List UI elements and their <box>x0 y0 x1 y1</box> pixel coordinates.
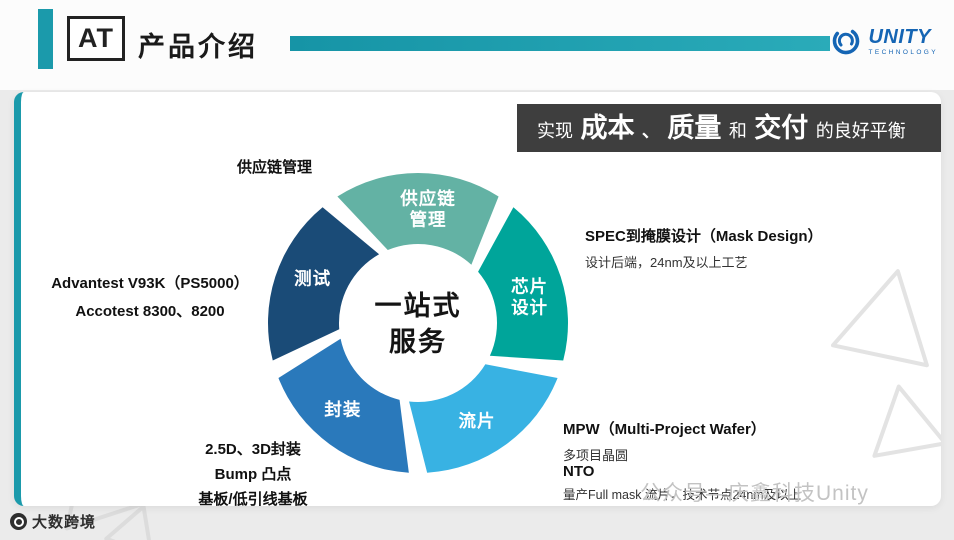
segment-testing <box>268 207 380 361</box>
watermark-account: 公众号—庆鑫科技Unity <box>640 482 869 505</box>
brand-subtitle: TECHNOLOGY <box>868 48 938 56</box>
mask-design-label: SPEC到掩膜设计（Mask Design） 设计后端，24nm及以上工艺 <box>585 225 823 271</box>
page-title: 产品介绍 <box>138 32 258 62</box>
packaging-label: 2.5D、3D封装 Bump 凸点 基板/低引线基板 <box>173 438 333 506</box>
segment-packaging <box>278 338 409 473</box>
banner-text-delivery: 交付 <box>754 113 809 143</box>
brand-name: UNITY <box>868 25 931 48</box>
banner-text-quality: 质量 <box>667 113 722 143</box>
one-stop-service-diagram: 供应链管理芯片设计流片 封装 测试一站式服务 <box>258 163 578 483</box>
nto-title: NTO <box>563 463 595 480</box>
banner-text-suffix: 的良好平衡 <box>815 121 906 141</box>
testing-line-1: Advantest V93K（PS5000） <box>51 275 249 292</box>
nto-subtitle: 量产Full mask 流片，技术节点24nm及以上 <box>563 488 802 502</box>
decor-triangle <box>830 269 929 368</box>
mask-design-title: SPEC到掩膜设计（Mask Design） <box>585 228 823 245</box>
decor-triangle <box>872 384 941 458</box>
brand-text: UNITY TECHNOLOGY <box>868 27 938 56</box>
header: AT 产品介绍 UNITY TECHNOLOGY <box>0 0 954 90</box>
mpw-label: MPW（Multi-Project Wafer） 多项目晶圆 <box>563 418 766 464</box>
banner-text-prefix: 实现 <box>537 121 573 141</box>
at-logo-text: AT <box>78 23 114 53</box>
segment-label-packaging: 封装 <box>324 399 361 419</box>
banner-text-sep: 、 <box>641 121 660 141</box>
title-underline-bar <box>290 36 830 51</box>
segment-label-supply-chain: 供应链管理 <box>399 188 456 229</box>
watermark-brand: 大数跨境 <box>10 511 96 532</box>
center-circle <box>342 247 494 399</box>
segment-label-tape-out: 流片 <box>458 411 495 431</box>
segment-label-chip-design: 芯片设计 <box>511 277 548 318</box>
packaging-line-2: Bump 凸点 <box>214 466 292 483</box>
unity-logo: UNITY TECHNOLOGY <box>830 25 938 57</box>
center-label: 一站式服务 <box>375 291 462 357</box>
testing-line-2: Accotest 8300、8200 <box>75 302 225 320</box>
content-card: 实现 成本 、 质量 和 交付 的良好平衡 供应链管理芯片设计流片 封装 测试一站式… <box>14 92 941 506</box>
mask-design-subtitle: 设计后端，24nm及以上工艺 <box>585 255 748 270</box>
segment-tape-out <box>409 364 558 473</box>
packaging-line-3: 基板/低引线基板 <box>198 491 308 506</box>
watermark-brand-text: 大数跨境 <box>32 514 97 531</box>
segment-chip-design <box>478 207 568 361</box>
segment-supply-chain <box>337 173 499 265</box>
segment-label-testing: 测试 <box>294 268 331 288</box>
brand-badge-icon <box>10 513 27 530</box>
packaging-line-1: 2.5D、3D封装 <box>205 441 301 458</box>
at-logo: AT <box>67 16 125 61</box>
supply-chain-label: 供应链管理 <box>237 159 313 176</box>
header-accent-bar <box>38 9 53 69</box>
unity-swirl-icon <box>833 27 860 55</box>
banner-text-and: 和 <box>728 121 747 141</box>
mpw-title: MPW（Multi-Project Wafer） <box>563 421 766 438</box>
nto-label: NTO 量产Full mask 流片，技术节点24nm及以上 <box>563 463 801 503</box>
banner-text-cost: 成本 <box>580 113 635 143</box>
mpw-subtitle: 多项目晶圆 <box>563 448 629 463</box>
testing-equipment-label: Advantest V93K（PS5000） Accotest 8300、820… <box>25 270 275 326</box>
headline-banner: 实现 成本 、 质量 和 交付 的良好平衡 <box>517 104 941 152</box>
